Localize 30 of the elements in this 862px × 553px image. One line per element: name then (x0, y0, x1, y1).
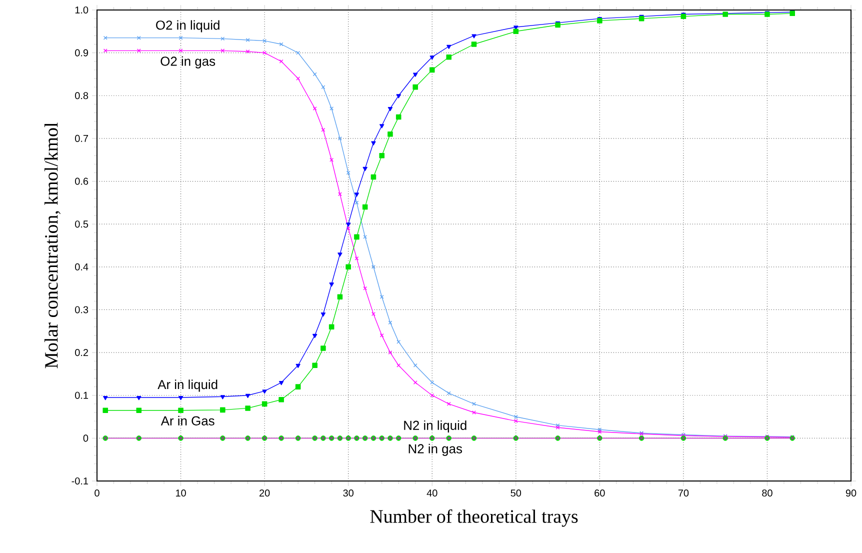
series-label: N2 in gas (408, 444, 462, 456)
y-axis-title: Molar concentration, kmol/kmol (44, 122, 60, 368)
y-tick-label: 0.2 (75, 349, 88, 356)
y-tick-label: 0.6 (75, 178, 88, 185)
y-tick-label: 0.8 (75, 92, 88, 100)
x-tick-label: 20 (260, 490, 270, 497)
y-tick-label: 0.9 (75, 49, 88, 56)
x-tick-label: 80 (762, 490, 772, 497)
x-tick-label: 60 (594, 490, 605, 497)
y-tick-label: 0 (83, 434, 88, 442)
y-tick-label: -0.1 (72, 477, 88, 485)
y-tick-label: 0.3 (75, 306, 88, 314)
x-tick-label: 0 (94, 490, 100, 497)
y-tick-label: 0.7 (75, 134, 88, 142)
series-label: Ar in Gas (160, 416, 214, 426)
x-tick-label: 10 (176, 490, 186, 497)
x-tick-label: 70 (678, 490, 689, 497)
x-tick-label: 30 (343, 490, 354, 497)
x-tick-label: 90 (846, 490, 856, 497)
y-tick-label: 1.0 (75, 6, 88, 14)
x-tick-label: 40 (426, 490, 438, 497)
x-tick-label: 50 (510, 490, 522, 497)
series-label: N2 in liquid (404, 420, 466, 433)
series-label: Ar in liquid (158, 380, 218, 392)
y-tick-label: 0.5 (75, 220, 88, 228)
y-tick-label: 0.4 (75, 263, 88, 270)
y-tick-label: 0.1 (75, 392, 88, 399)
series-label: O2 in gas (160, 56, 216, 68)
x-axis-title: Number of theoretical trays (370, 509, 578, 527)
series-label: O2 in liquid (156, 20, 220, 32)
